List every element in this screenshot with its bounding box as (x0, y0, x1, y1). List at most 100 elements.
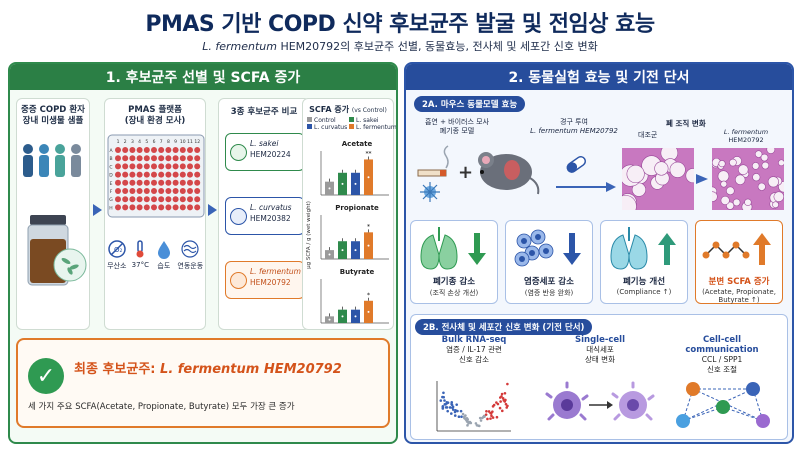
arrow-up-icon (702, 233, 771, 265)
capsule-icon (566, 156, 587, 173)
tissue-treat-label: L. fermentum HEM20792 (706, 128, 786, 144)
effect-card: 염증세포 감소 (염증 반응 완화) (505, 220, 593, 304)
plate-well (151, 163, 157, 170)
data-point (367, 244, 370, 247)
long-arrow-icon (556, 182, 616, 192)
plate-well (136, 163, 143, 170)
alveolus (737, 164, 749, 175)
model-label-1: 흡연 + 바이러스 모사 (424, 118, 490, 126)
plate-well (172, 196, 179, 203)
alveolus (729, 158, 737, 167)
alveolus (720, 180, 728, 188)
volcano-point (498, 406, 502, 410)
plate-well (158, 188, 165, 194)
plate-well (151, 179, 157, 186)
effect-card: 폐기종 감소 (조직 손상 개선) (410, 220, 498, 304)
volcano-point (481, 416, 484, 420)
page-subtitle: L. fermentum HEM20792의 후보균주 선별, 동물효능, 전사… (0, 38, 800, 54)
data-point (367, 176, 370, 179)
plate-well (187, 171, 193, 178)
plate-well (115, 179, 121, 186)
final-candidate-box: ✓ 최종 후보균주: L. fermentum HEM20792 세 가지 주요… (16, 338, 390, 428)
plate-well (136, 188, 143, 194)
plate-well (172, 188, 179, 194)
legend-item: L. sakei (349, 117, 391, 124)
legend-item: Control (307, 117, 349, 124)
plate-row-label: G (109, 197, 113, 203)
effect-sub: (Acetate, Propionate, Butyrate ↑) (702, 288, 776, 304)
legend-swatch (307, 124, 312, 129)
data-point (341, 249, 344, 252)
volcano-point (500, 395, 503, 398)
cellcomm-desc-2: 신호 조절 (707, 365, 737, 374)
alveolus (726, 201, 735, 210)
volcano-point (455, 403, 459, 406)
plate-well (165, 196, 172, 203)
alveolus (752, 173, 761, 182)
effect-sub: (Compliance ↑) (616, 288, 672, 296)
plate-well (136, 204, 143, 211)
patient-sample-card: 중증 COPD 환자 장내 미생물 샘플 (16, 98, 90, 330)
plate-well (158, 196, 165, 203)
plate-well (165, 163, 172, 170)
macrophage-icon (545, 381, 655, 421)
bulk-desc-2: 신호 감소 (459, 355, 489, 364)
screening-panel: 1. 후보균주 선별 및 SCFA 증가 중증 COPD 환자 장내 미생물 샘… (8, 62, 398, 444)
plate-well (172, 155, 179, 162)
plate-well (143, 163, 150, 170)
plate-well (143, 204, 150, 211)
plate-well (151, 155, 157, 162)
plate-well (179, 163, 186, 170)
volcano-point (474, 422, 478, 425)
volcano-point (466, 424, 469, 427)
legend-item: L. fermentum (349, 124, 396, 131)
single-desc-1: 대식세포 (586, 345, 614, 354)
plate-well (122, 179, 129, 186)
bacteria-icon (230, 208, 247, 225)
plate-well (136, 171, 143, 178)
plate-well (115, 204, 121, 211)
model-label: 흡연 + 바이러스 모사 폐기종 모델 (412, 118, 502, 136)
plate-col-label: 1 (117, 139, 120, 145)
plate-well (158, 147, 165, 153)
plate-well (194, 171, 201, 178)
plate-well (129, 179, 136, 186)
control-tissue-image (622, 148, 694, 210)
volcano-point (450, 402, 453, 406)
plate-well (129, 196, 136, 203)
effect-card: 분변 SCFA 증가 (Acetate, Propionate, Butyrate… (695, 220, 783, 304)
plate-well (179, 204, 186, 211)
volcano-point (490, 414, 493, 418)
bacteria-icon (230, 272, 247, 289)
volcano-point (478, 416, 482, 420)
volcano-point (489, 417, 492, 420)
tissue-treat-1: L. fermentum (723, 128, 769, 136)
volcano-point (477, 424, 480, 427)
data-point (341, 315, 344, 318)
data-point (328, 318, 331, 321)
volcano-point (495, 415, 499, 419)
plate-well (187, 204, 193, 211)
strain-card-title: 3종 후보균주 비교 (230, 107, 298, 117)
plate-well (179, 171, 186, 178)
plate-col-label: 12 (194, 139, 200, 145)
plate-well (115, 196, 121, 203)
volcano-point (501, 397, 505, 400)
mechanism-card: 2B. 전사체 및 세포간 신호 변화 (기전 단서) Bulk RNA-seq… (410, 314, 788, 440)
plate-well (172, 147, 179, 153)
plate-well (172, 204, 179, 211)
page-title: PMAS 기반 COPD 신약 후보균주 발굴 및 전임상 효능 (145, 12, 655, 37)
volcano-point (450, 412, 453, 415)
plate-row-label: H (109, 205, 112, 211)
oral-strain: L. fermentum HEM20792 (530, 127, 618, 135)
data-point (328, 253, 331, 256)
arrow-icon (696, 174, 708, 184)
panel-title: Butyrate (340, 268, 375, 276)
plate-well (194, 155, 201, 162)
plate-well (165, 204, 172, 211)
alveolus (717, 170, 730, 182)
significance-marker: ** (366, 150, 372, 157)
plate-well (179, 196, 186, 203)
volcano-point (468, 420, 471, 424)
section-2b-heading: 2B. 전사체 및 세포간 신호 변화 (기전 단서) (415, 319, 593, 335)
